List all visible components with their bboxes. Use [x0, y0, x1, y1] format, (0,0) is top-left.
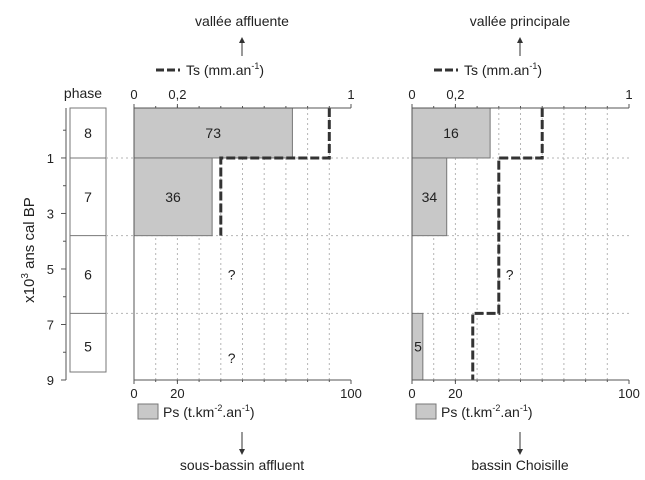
ts-line: [219, 108, 331, 236]
unknown-marks: ?: [506, 267, 514, 283]
ts-step-line: [219, 108, 331, 236]
unknown-mark: ?: [506, 267, 514, 283]
panel-vallee-principale: vallée principale Ts (mm.an-1) 16 34 5 0 0,…: [352, 13, 640, 473]
y-axis-label: x103 ans cal BP: [20, 197, 38, 303]
top-tick-label: 0: [130, 87, 137, 102]
ps-legend: Ps (t.km-2.an-1): [415, 403, 533, 420]
ps-bars: 73 36: [133, 107, 293, 237]
phase-column-box: [69, 107, 107, 373]
ts-legend-label: Ts (mm.an-1): [186, 61, 264, 78]
phase-label: 7: [84, 189, 92, 205]
ps-legend: Ps (t.km-2.an-1): [137, 403, 255, 420]
ps-bar-label: 16: [443, 125, 459, 141]
panel-subtitle: sous-bassin affluent: [180, 457, 304, 473]
unknown-mark: ?: [228, 350, 236, 366]
phase-label: 6: [84, 267, 92, 283]
phase-dividers: [70, 157, 106, 314]
top-tick-label: 1: [625, 87, 632, 102]
ts-step-line: [471, 108, 544, 380]
unknown-mark: ?: [228, 267, 236, 283]
ps-legend-swatch: [415, 403, 437, 420]
phase-labels: 8 7 6 5: [84, 125, 92, 355]
ps-bar-label: 5: [414, 339, 422, 355]
panel-subtitle: bassin Choisille: [471, 457, 568, 473]
ps-bar: [133, 107, 293, 159]
bottom-tick-label: 100: [340, 386, 362, 401]
ps-legend-label: Ps (t.km-2.an-1): [163, 403, 255, 420]
panel-title: vallée affluente: [195, 13, 289, 29]
ps-legend-swatch: [137, 403, 159, 420]
ts-legend: Ts (mm.an-1): [156, 61, 264, 78]
top-tick-label: 0: [408, 87, 415, 102]
bottom-tick-label: 100: [618, 386, 640, 401]
y-tick-label: 7: [47, 317, 54, 332]
ps-bars: 16 34 5: [411, 107, 491, 381]
bottom-tick-label: 20: [448, 386, 462, 401]
unknown-marks: ??: [228, 267, 236, 366]
phase-label: 8: [84, 125, 92, 141]
y-tick-label: 9: [47, 373, 54, 388]
panel-axes: 0 0,2 1 0 20 100: [408, 87, 639, 401]
ts-line: [471, 108, 544, 380]
panel-vallee-affluente: vallée affluente Ts (mm.an-1) 73 36 0 0,2 1…: [106, 13, 362, 473]
panel-axes: 0 0,2 1 0 20 100: [130, 87, 361, 401]
top-tick-label: 0,2: [168, 87, 186, 102]
bottom-tick-label: 20: [170, 386, 184, 401]
ps-bar: [133, 157, 213, 237]
y-axis-ticks: 1 3 5 7 9: [47, 129, 66, 388]
y-tick-label: 5: [47, 262, 54, 277]
y-tick-label: 3: [47, 206, 54, 221]
ts-legend: Ts (mm.an-1): [434, 61, 542, 78]
ps-bar-label: 73: [205, 125, 221, 141]
top-tick-label: 0,2: [446, 87, 464, 102]
top-tick-label: 1: [347, 87, 354, 102]
phase-header: phase: [64, 85, 102, 101]
ps-legend-label: Ps (t.km-2.an-1): [441, 403, 533, 420]
panel-title: vallée principale: [470, 13, 571, 29]
bottom-tick-label: 0: [130, 386, 137, 401]
ts-legend-label: Ts (mm.an-1): [464, 61, 542, 78]
phase-label: 5: [84, 339, 92, 355]
y-tick-label: 1: [47, 151, 54, 166]
ps-bar-label: 34: [422, 189, 438, 205]
bottom-tick-label: 0: [408, 386, 415, 401]
ps-bar-label: 36: [165, 189, 181, 205]
